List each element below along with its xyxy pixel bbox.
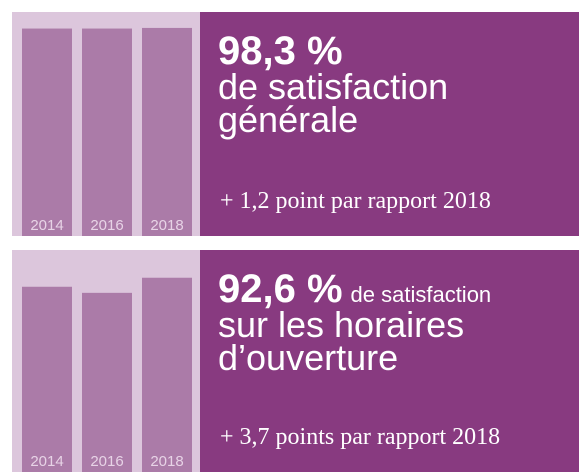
headline-line: de satisfaction: [218, 66, 448, 107]
bar: [142, 27, 192, 236]
headline-line: générale: [218, 99, 358, 140]
bar: [142, 277, 192, 472]
comparison-note: + 1,2 point par rapport 2018: [220, 188, 491, 214]
bar: [82, 28, 132, 236]
bar: [22, 28, 72, 236]
comparison-note: + 3,7 points par rapport 2018: [220, 424, 500, 450]
year-label: 2016: [90, 217, 123, 234]
headline-value: 98,3 %: [218, 29, 343, 73]
year-label: 2014: [30, 453, 63, 470]
text-box: [200, 250, 579, 472]
headline-line: sur les horaires: [218, 304, 464, 345]
year-label: 2018: [150, 453, 183, 470]
bar: [82, 292, 132, 472]
year-label: 2016: [90, 453, 123, 470]
year-label: 2018: [150, 217, 183, 234]
headline-rest: de satisfaction: [351, 282, 492, 307]
headline-line: d’ouverture: [218, 337, 398, 378]
text-box: [200, 12, 579, 236]
bar: [22, 286, 72, 472]
year-label: 2014: [30, 217, 63, 234]
headline-value: 92,6 %: [218, 267, 343, 311]
headline: 98,3 %: [218, 29, 343, 73]
headline: 92,6 % de satisfaction: [218, 267, 491, 311]
